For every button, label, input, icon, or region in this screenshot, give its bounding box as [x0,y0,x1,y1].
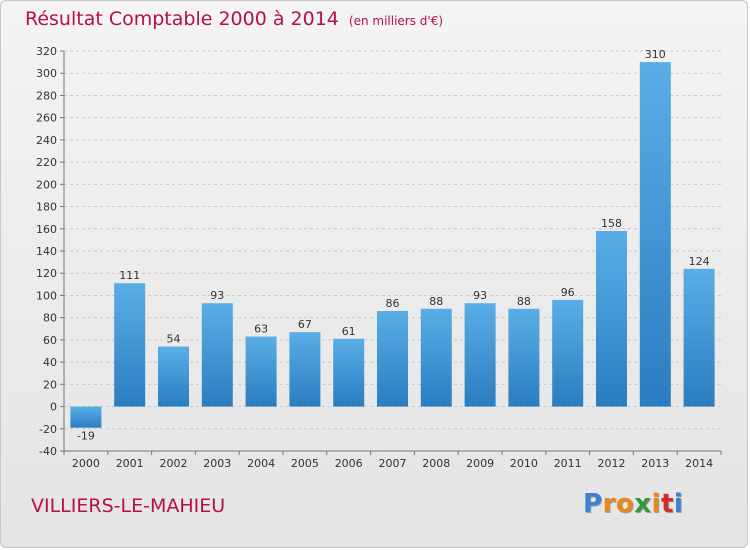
bar-2011 [552,299,584,407]
data-label-2003: 93 [210,289,224,302]
logo-letter: o [615,489,635,519]
logo-letter: x [634,489,652,519]
y-tick-label: 320 [36,45,57,58]
logo-letter: t [660,489,674,519]
y-tick-label: 260 [36,112,57,125]
y-tick-label: 240 [36,134,57,147]
data-label-2004: 63 [254,323,268,336]
data-label-2002: 54 [167,333,181,346]
commune-name: VILLIERS-LE-MAHIEU [31,495,226,517]
y-tick-label: 300 [36,67,57,80]
bar-2014 [683,268,715,407]
logo-letter: i [651,489,661,519]
logo-letter: i [673,489,684,519]
bar-2001 [114,283,146,407]
bar-2004 [245,336,277,407]
x-tick-label-2011: 2011 [554,457,582,470]
data-label-2005: 67 [298,318,312,331]
y-tick-label: 140 [36,245,57,258]
bar-2007 [377,311,408,407]
y-tick-label: 180 [36,201,57,214]
x-tick-label-2003: 2003 [203,457,231,470]
x-tick-label-2010: 2010 [510,457,538,470]
y-tick-label: 60 [43,334,57,347]
y-tick-label: 80 [43,312,57,325]
bar-2010 [508,308,540,407]
y-tick-label: -20 [39,423,57,436]
x-tick-label-2012: 2012 [598,457,626,470]
y-tick-label: 100 [36,289,57,302]
logo-letter: r [602,489,616,519]
bar-2005 [289,332,321,407]
bar-2006 [333,338,365,407]
logo-letter: P [583,489,603,519]
x-tick-label-2005: 2005 [291,457,319,470]
proxiti-logo: Proxiti [583,489,683,519]
x-tick-label-2001: 2001 [116,457,144,470]
bar-2003 [201,303,233,407]
x-tick-label-2009: 2009 [466,457,494,470]
bar-2009 [464,303,496,407]
data-label-2001: 111 [119,269,140,282]
data-label-2010: 88 [517,295,531,308]
x-tick-label-2014: 2014 [685,457,713,470]
y-tick-label: 20 [43,378,57,391]
data-label-2012: 158 [601,217,622,230]
y-tick-label: 40 [43,356,57,369]
data-label-2006: 61 [342,325,356,338]
bar-2013 [639,62,671,407]
x-tick-label-2008: 2008 [422,457,450,470]
bar-2002 [158,346,189,407]
chart-title-text: Résultat Comptable 2000 à 2014 [25,8,339,30]
x-tick-label-2006: 2006 [335,457,363,470]
y-tick-label: 200 [36,178,57,191]
data-label-2009: 93 [473,289,487,302]
data-label-2014: 124 [689,255,710,268]
chart-title: Résultat Comptable 2000 à 2014 (en millie… [25,8,443,30]
x-tick-label-2002: 2002 [160,457,188,470]
chart-subtitle: (en milliers d'€) [348,14,444,28]
data-label-2011: 96 [561,286,575,299]
x-tick-label-2000: 2000 [72,457,100,470]
data-label-2007: 86 [386,297,400,310]
x-tick-label-2013: 2013 [641,457,669,470]
bar-2012 [596,231,627,407]
y-tick-label: 280 [36,89,57,102]
y-tick-label: 120 [36,267,57,280]
y-tick-label: -40 [39,445,57,458]
bar-2008 [420,308,452,407]
y-tick-label: 160 [36,223,57,236]
bar-2000 [70,406,102,428]
data-label-2008: 88 [429,295,443,308]
y-tick-label: 220 [36,156,57,169]
data-label-2000: -19 [77,430,95,443]
y-tick-label: 0 [50,401,57,414]
data-label-2013: 310 [645,48,666,61]
x-tick-label-2007: 2007 [379,457,407,470]
x-tick-label-2004: 2004 [247,457,275,470]
